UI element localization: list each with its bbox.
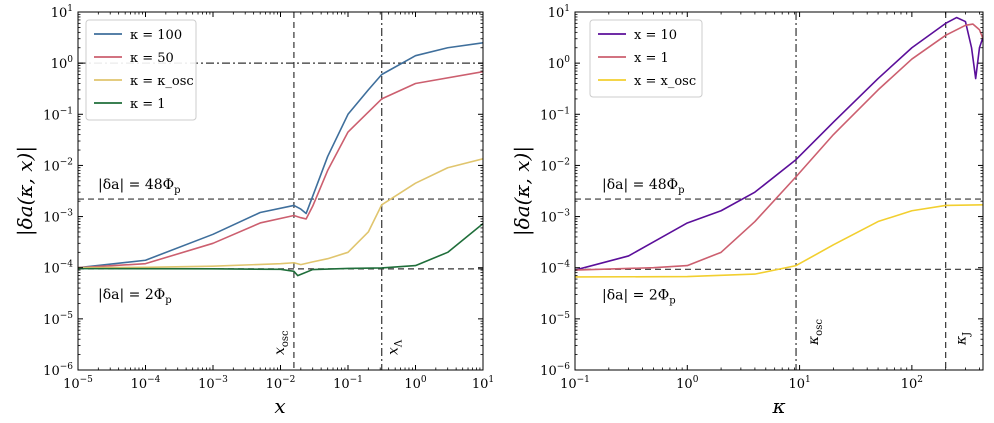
annotations-left: |δa| = 48Φp |δa| = 2Φp xosc xΛ	[98, 177, 405, 355]
legend-right: x = 10 x = 1 x = x_osc	[589, 19, 703, 98]
series-line-2	[78, 70, 483, 269]
x-tick-label: 10−1	[333, 375, 363, 392]
legend-box	[85, 19, 197, 121]
y-tick-label: 10−3	[43, 209, 73, 226]
hline-label-1: |δa| = 2Φp	[602, 287, 676, 306]
y-tick-label: 100	[51, 55, 74, 72]
y-tick-label: 101	[51, 4, 73, 21]
legend-box	[589, 19, 703, 98]
y-tick-label: 10−4	[540, 260, 570, 277]
legend-label: κ = 50	[130, 51, 174, 66]
x-tick-label: 10−2	[266, 375, 296, 392]
series-line-1	[78, 41, 483, 269]
legend-label: κ = 100	[130, 28, 182, 43]
chart-left: 10−5 10−4 10−3 10−2 10−1 100 10110−610−510−410…	[13, 4, 494, 418]
x-tick-label: 100	[676, 375, 699, 392]
y-tick-label: 10−5	[43, 311, 73, 328]
legend-label: κ = κ_osc	[130, 74, 194, 89]
vline-label-1: xΛ	[386, 339, 405, 355]
x-axis-label-right: κ	[771, 394, 785, 418]
legend-label: κ = 1	[130, 97, 166, 112]
vline-label-0: xosc	[272, 330, 291, 355]
series-lines-right	[575, 16, 983, 278]
chart-right: 10−1 100 101 102 10−6 10−5 10−4 10−3 10−2 10−1 100…	[510, 4, 984, 418]
series-line-3	[78, 157, 483, 269]
legend-label: x = x_osc	[634, 74, 696, 89]
y-tick-label: 10−6	[43, 362, 73, 379]
x-axis-label-left: x	[274, 394, 285, 418]
hline-label-0: |δa| = 48Φp	[602, 177, 685, 196]
x-tick-label: 10−1	[560, 375, 590, 392]
hline-label-1: |δa| = 48Φp	[98, 177, 181, 196]
x-tick-label: 102	[901, 375, 923, 392]
ticks-left: 10−5 10−4 10−3 10−2 10−1 100 10110−610−510−410…	[43, 4, 494, 392]
x-tick-label: 10−3	[198, 375, 228, 392]
series-line-4	[78, 222, 483, 277]
x-tick-label: 100	[404, 375, 427, 392]
y-tick-label: 100	[548, 55, 571, 72]
vline-label-0: κosc	[806, 319, 825, 346]
plot-frame-right	[574, 11, 984, 371]
series-line-3	[575, 203, 983, 278]
series-line-1	[575, 16, 983, 271]
x-tick-label: 101	[472, 375, 494, 392]
x-tick-label: 10−4	[131, 375, 161, 392]
series-line-2	[575, 23, 983, 271]
annotations-right: |δa| = 48Φp |δa| = 2Φp κosc κJ	[602, 177, 973, 346]
x-tick-label: 10−5	[63, 375, 93, 392]
ticks-right: 10−1 100 101 102 10−6 10−5 10−4 10−3 10−2 10−1 100…	[540, 4, 983, 392]
y-axis-label-right: |δa(κ, x)|	[510, 146, 535, 236]
hline-label-2: |δa| = 2Φp	[98, 287, 172, 306]
series-lines-left	[78, 41, 483, 277]
legend-label: x = 1	[634, 51, 669, 66]
y-tick-label: 10−1	[540, 106, 570, 123]
y-tick-label: 10−4	[43, 260, 73, 277]
y-tick-label: 10−1	[43, 106, 73, 123]
y-tick-label: 10−2	[43, 157, 73, 174]
x-tick-label: 101	[788, 375, 810, 392]
y-tick-label: 101	[548, 4, 570, 21]
y-tick-label: 10−2	[540, 157, 570, 174]
y-tick-label: 10−6	[540, 362, 570, 379]
vline-label-1: κJ	[954, 332, 973, 346]
legend-label: x = 10	[634, 28, 677, 43]
y-tick-label: 10−3	[540, 209, 570, 226]
y-axis-label-left: |δa(κ, x)|	[13, 146, 38, 236]
y-tick-label: 10−5	[540, 311, 570, 328]
legend-left: κ = 100 κ = 50 κ = κ_osc κ = 1	[85, 19, 197, 121]
